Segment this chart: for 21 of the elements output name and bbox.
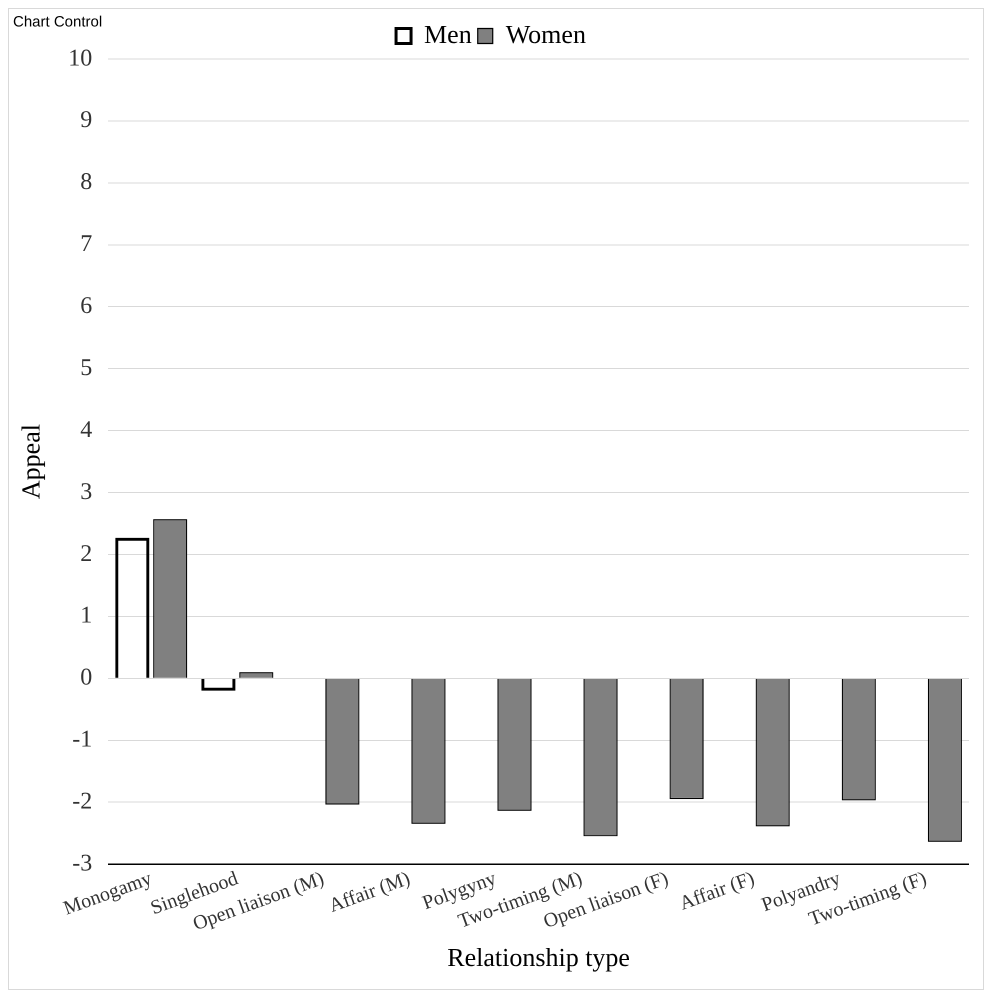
y-tick-label: 5: [80, 354, 92, 381]
y-tick-label: -1: [72, 726, 92, 753]
y-axis-title: Appeal: [16, 424, 46, 500]
y-tick-label: 1: [80, 602, 92, 629]
legend-label: Women: [506, 20, 586, 49]
x-axis-title: Relationship type: [447, 943, 630, 972]
y-tick-label: 2: [80, 540, 92, 567]
text: Chart Control: [13, 14, 102, 31]
y-tick-label: 3: [80, 478, 92, 505]
legend-label: Men: [424, 20, 472, 49]
x-tick-label: Affair (M): [326, 867, 413, 917]
y-tick-label: 9: [80, 107, 92, 134]
y-tick-label: 10: [68, 45, 92, 72]
y-tick-label: -3: [72, 850, 92, 876]
y-tick-label: 4: [80, 416, 92, 443]
y-tick-label: 6: [80, 293, 92, 320]
y-tick-label: 8: [80, 169, 92, 196]
y-tick-label: 0: [80, 664, 92, 691]
x-tick-label: Affair (F): [676, 867, 758, 915]
y-tick-label: 7: [80, 231, 92, 258]
y-tick-label: -2: [72, 788, 92, 814]
